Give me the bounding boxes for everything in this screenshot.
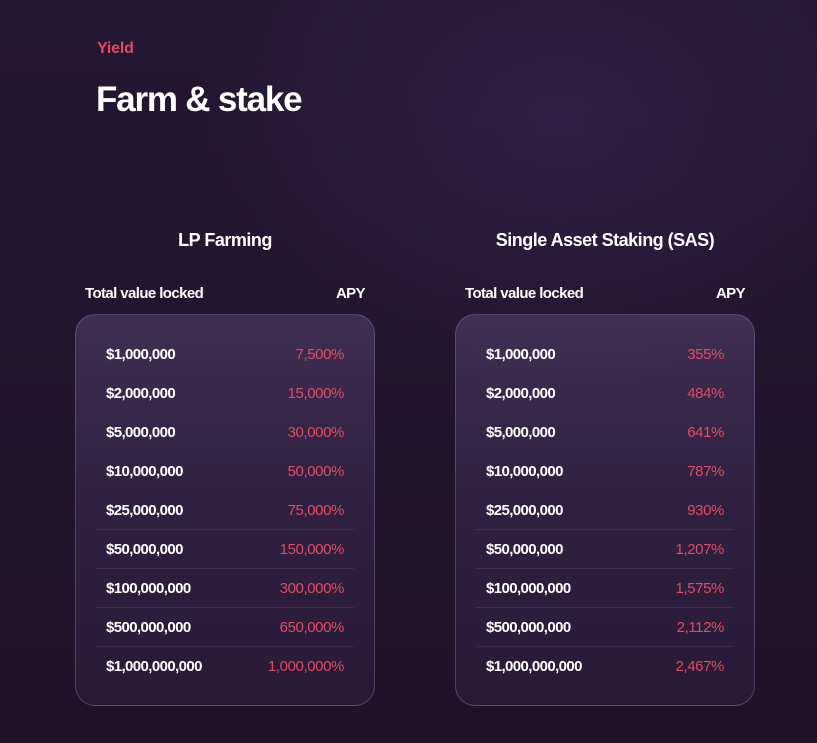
apy-value: 484% [687,384,724,402]
lp-farming-header: Total value locked APY [75,284,375,304]
apy-value: 930% [687,501,724,519]
apy-value: 787% [687,462,724,480]
table-row: $1,000,000 355% [476,335,734,374]
table-row: $10,000,000 787% [476,452,734,491]
table-row: $50,000,000 150,000% [96,530,354,569]
apy-value: 1,207% [675,540,725,558]
table-row: $5,000,000 641% [476,413,734,452]
table-row: $5,000,000 30,000% [96,413,354,452]
table-row: $2,000,000 484% [476,374,734,413]
section-eyebrow: Yield [97,40,134,57]
apy-value: 7,500% [295,345,345,363]
tvl-value: $1,000,000,000 [486,658,582,675]
tvl-value: $2,000,000 [486,384,556,402]
tvl-value: $1,000,000 [486,345,556,363]
tvl-value: $10,000,000 [106,462,183,480]
apy-value: 50,000% [287,462,345,480]
lp-farming-title: LP Farming [178,230,272,250]
apy-value: 650,000% [279,618,345,636]
tvl-value: $50,000,000 [486,540,563,558]
apy-value: 300,000% [279,579,345,597]
tvl-column-header: Total value locked [85,285,204,302]
table-row: $500,000,000 650,000% [96,608,354,647]
table-row: $25,000,000 75,000% [96,491,354,530]
apy-value: 1,575% [675,579,725,597]
apy-value: 15,000% [287,384,345,402]
tvl-value: $5,000,000 [486,423,556,441]
table-row: $25,000,000 930% [476,491,734,530]
apy-column-header: APY [715,285,746,302]
apy-value: 641% [687,423,724,441]
table-row: $500,000,000 2,112% [476,608,734,647]
apy-value: 150,000% [279,540,345,558]
table-row: $1,000,000,000 2,467% [476,647,734,686]
table-row: $10,000,000 50,000% [96,452,354,491]
sas-card: $1,000,000 355% $2,000,000 484% $5,000,0… [455,314,755,706]
sas-section: Single Asset Staking (SAS) Total value l… [455,226,755,706]
table-row: $2,000,000 15,000% [96,374,354,413]
sas-title: Single Asset Staking (SAS) [495,230,715,250]
tvl-value: $1,000,000,000 [106,658,202,675]
apy-value: 355% [687,345,724,363]
lp-farming-card: $1,000,000 7,500% $2,000,000 15,000% $5,… [75,314,375,706]
tvl-value: $500,000,000 [106,618,191,636]
page-title: Farm & stake [96,80,303,119]
apy-value: 2,112% [676,618,725,636]
tvl-value: $2,000,000 [106,384,176,402]
tvl-value: $25,000,000 [486,501,563,519]
tvl-value: $100,000,000 [486,579,571,597]
tvl-value: $50,000,000 [106,540,183,558]
table-row: $1,000,000 7,500% [96,335,354,374]
tvl-value: $500,000,000 [486,618,571,636]
sas-header: Total value locked APY [455,284,755,304]
lp-farming-section: LP Farming Total value locked APY $1,000… [75,226,375,706]
apy-value: 2,467% [675,658,725,675]
table-row: $100,000,000 300,000% [96,569,354,608]
tvl-value: $5,000,000 [106,423,176,441]
tvl-value: $100,000,000 [106,579,191,597]
apy-value: 1,000,000% [267,658,344,675]
table-row: $50,000,000 1,207% [476,530,734,569]
tvl-value: $25,000,000 [106,501,183,519]
table-row: $1,000,000,000 1,000,000% [96,647,354,686]
tvl-column-header: Total value locked [465,285,584,302]
tvl-value: $1,000,000 [106,345,176,363]
table-row: $100,000,000 1,575% [476,569,734,608]
apy-column-header: APY [335,285,366,302]
apy-value: 30,000% [287,423,345,441]
tvl-value: $10,000,000 [486,462,563,480]
apy-value: 75,000% [287,501,345,519]
